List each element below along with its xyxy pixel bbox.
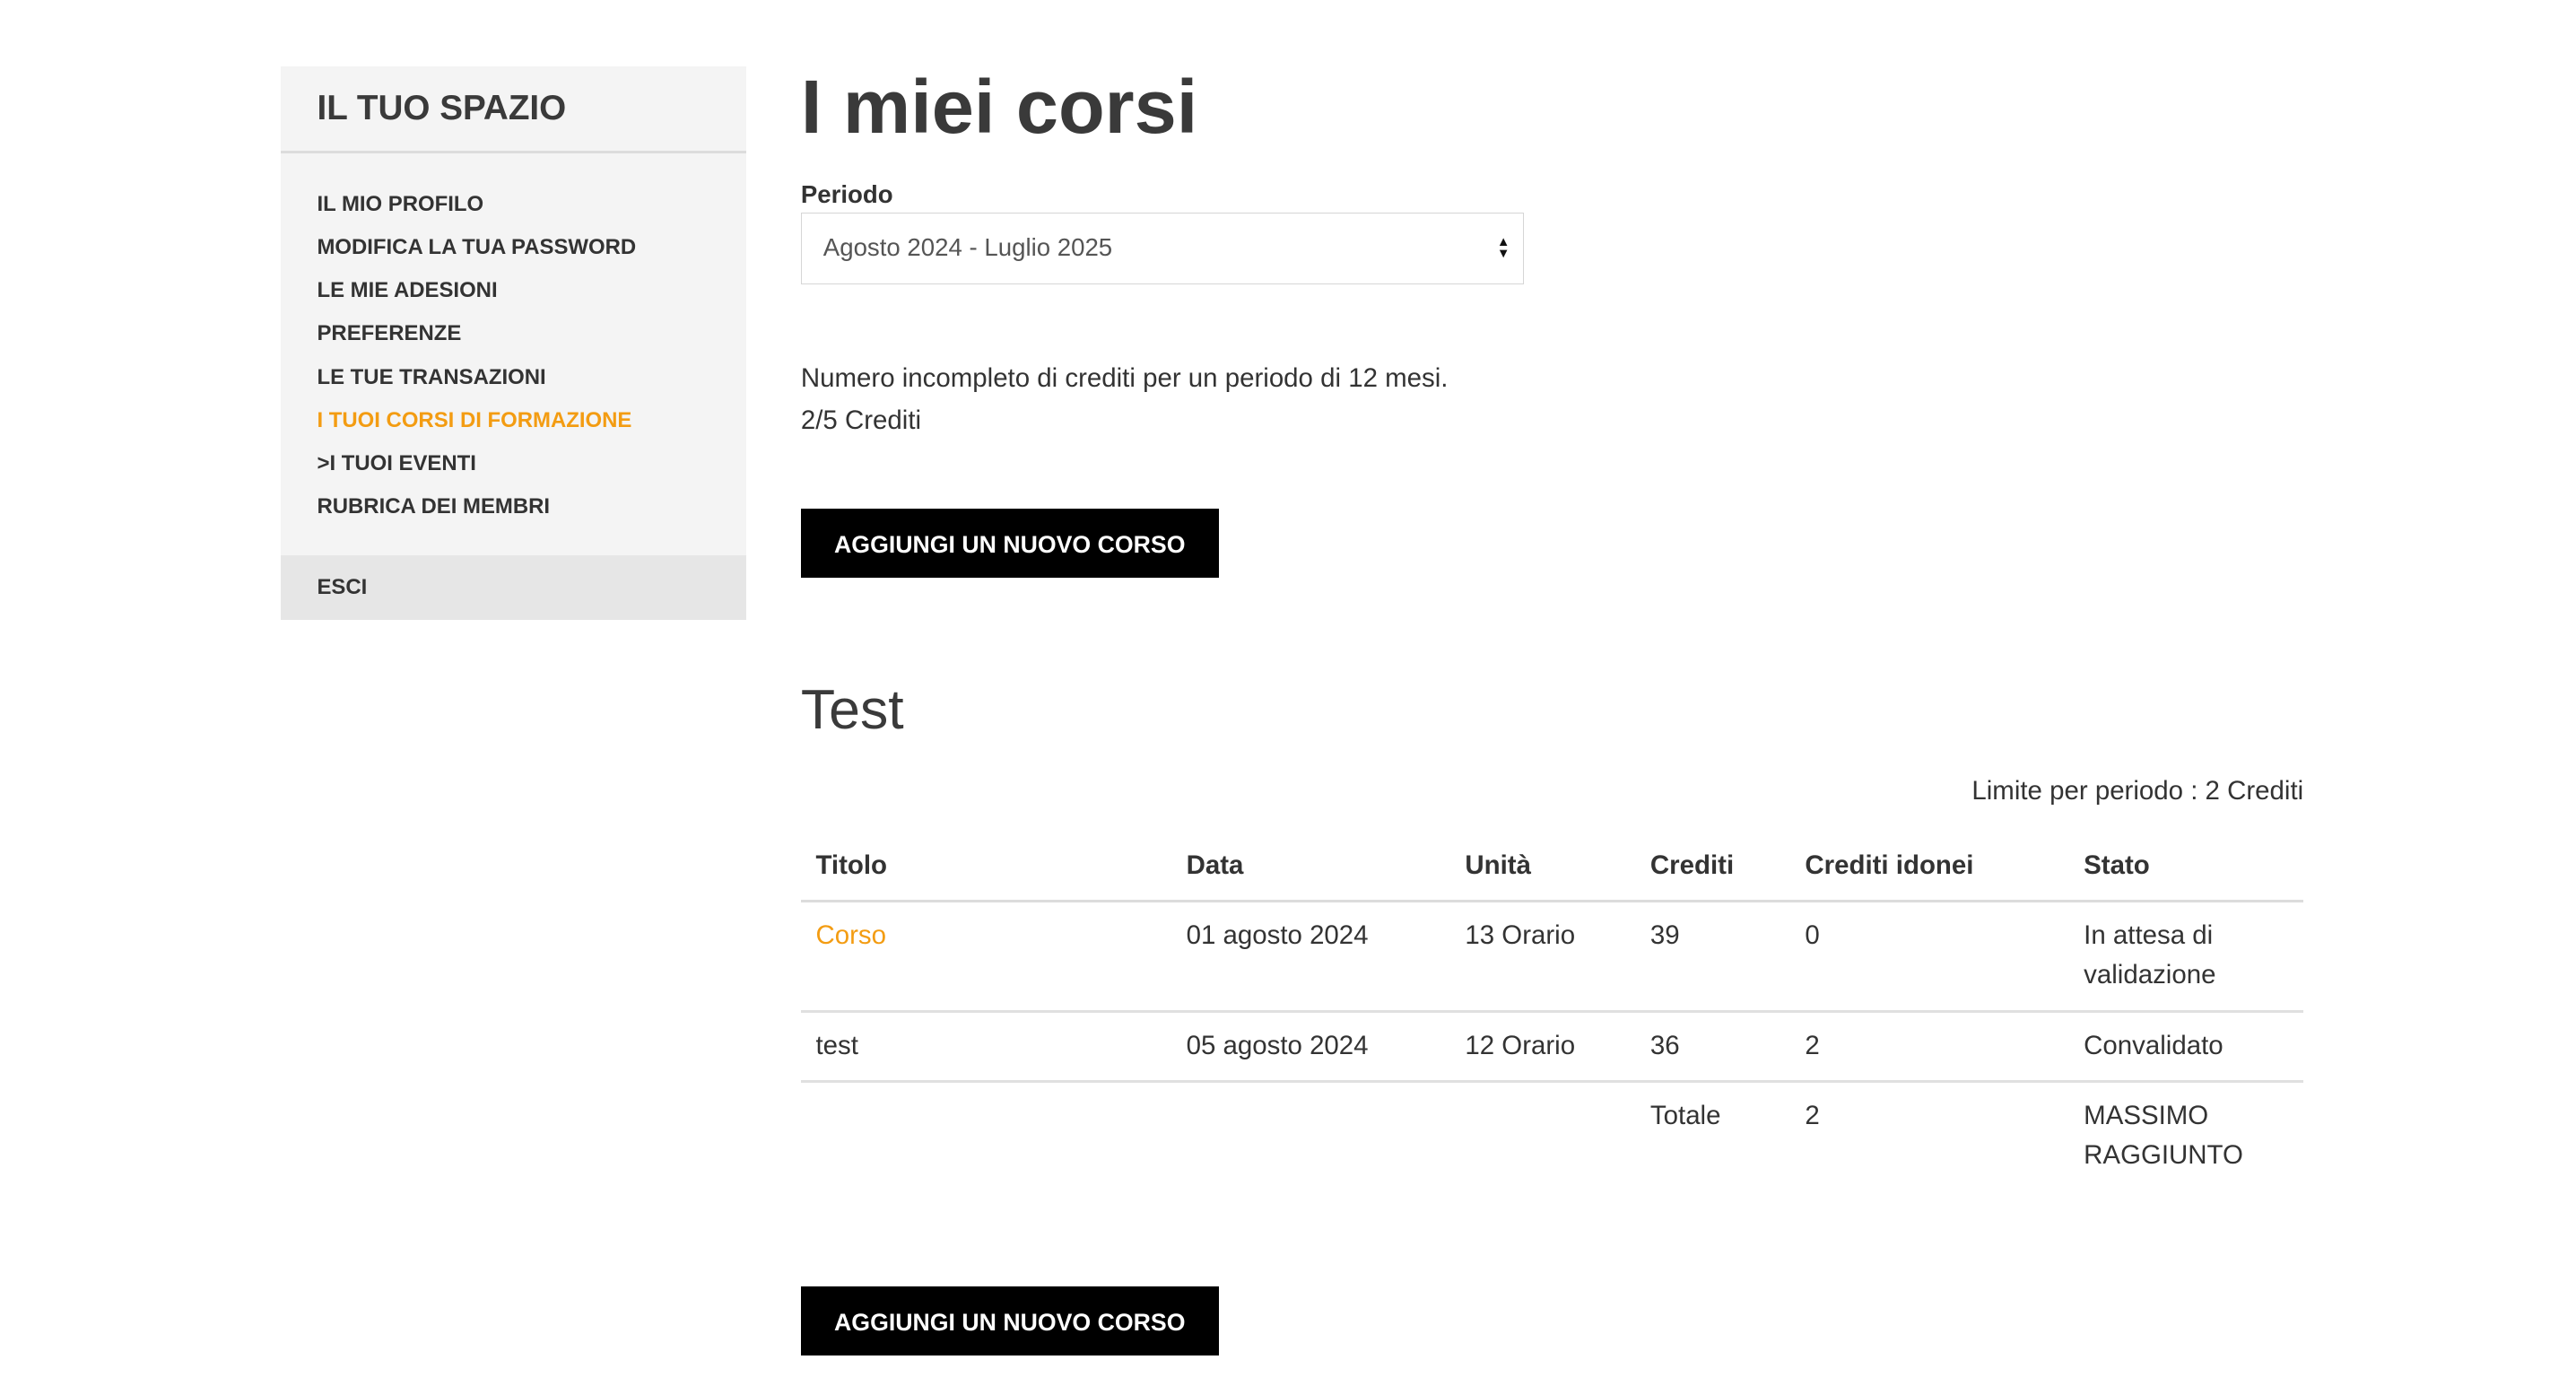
cell-date: 01 agosto 2024 (1171, 901, 1450, 1013)
cell-credits: 36 (1635, 1011, 1790, 1084)
col-credits: Crediti (1635, 833, 1790, 903)
period-value: Agosto 2024 - Luglio 2025 (822, 233, 1113, 262)
cell-eligible: 0 (1789, 901, 2069, 1013)
col-unit: Unità (1449, 833, 1636, 903)
sidebar-item-preferences[interactable]: PREFERENZE (317, 321, 462, 346)
sidebar-item-memberships[interactable]: LE MIE ADESIONI (317, 278, 498, 303)
cell-date: 05 agosto 2024 (1171, 1011, 1450, 1084)
sidebar: IL TUO SPAZIO IL MIO PROFILO MODIFICA LA… (280, 65, 747, 620)
cell-status: In attesa di validazione (2068, 901, 2304, 1013)
course-link[interactable]: Corso (815, 920, 886, 951)
total-value: 2 (1805, 1101, 1820, 1131)
table-row: Corso 01 agosto 2024 13 Orario 39 0 In a… (800, 901, 2304, 1013)
period-label: Periodo (800, 179, 893, 208)
sidebar-item-courses[interactable]: I TUOI CORSI DI FORMAZIONE (317, 407, 632, 432)
credits-message: Numero incompleto di crediti per un peri… (800, 363, 1449, 394)
sidebar-item-events[interactable]: >I TUOI EVENTI (317, 450, 476, 475)
cell-unit: 12 Orario (1449, 1011, 1636, 1084)
col-date: Data (1171, 833, 1450, 903)
credits-info: Numero incompleto di crediti per un peri… (801, 358, 1449, 440)
col-title: Titolo (800, 833, 1172, 903)
period-limit: Limite per periodo : 2 Crediti (1971, 776, 2304, 806)
total-row: Totale 2 MASSIMO RAGGIUNTO (801, 1082, 2303, 1190)
table-row: test 05 agosto 2024 12 Orario 36 2 Conva… (800, 1011, 2304, 1084)
sidebar-title: IL TUO SPAZIO (280, 66, 747, 153)
cell-eligible: 2 (1789, 1011, 2069, 1084)
section-title: Test (800, 677, 904, 741)
credits-count: 2/5 Crediti (800, 405, 922, 435)
cell-credits: 39 (1635, 901, 1790, 1013)
period-select[interactable]: Agosto 2024 - Luglio 2025 ▲ ▼ (800, 213, 1525, 284)
total-status: MASSIMO RAGGIUNTO (2084, 1101, 2243, 1171)
cell-title: test (800, 1011, 1172, 1084)
cell-unit: 13 Orario (1449, 901, 1636, 1013)
page-title: I miei corsi (800, 63, 1198, 149)
sidebar-item-password[interactable]: MODIFICA LA TUA PASSWORD (317, 234, 637, 259)
sidebar-item-profile[interactable]: IL MIO PROFILO (317, 191, 484, 216)
sidebar-item-directory[interactable]: RUBRICA DEI MEMBRI (317, 494, 551, 519)
add-course-button-top[interactable]: AGGIUNGI UN NUOVO CORSO (800, 509, 1219, 579)
add-course-button-bottom[interactable]: AGGIUNGI UN NUOVO CORSO (800, 1286, 1219, 1356)
col-eligible: Crediti idonei (1789, 833, 2069, 903)
courses-table: Titolo Data Unità Crediti Crediti idonei… (800, 833, 2304, 1190)
total-label: Totale (1649, 1101, 1721, 1131)
select-arrows-icon: ▲ ▼ (1496, 235, 1510, 262)
sidebar-item-transactions[interactable]: LE TUE TRANSAZIONI (317, 364, 546, 389)
col-status: Stato (2068, 833, 2304, 903)
cell-status: Convalidato (2068, 1011, 2304, 1084)
logout-button[interactable]: ESCI (280, 554, 747, 620)
